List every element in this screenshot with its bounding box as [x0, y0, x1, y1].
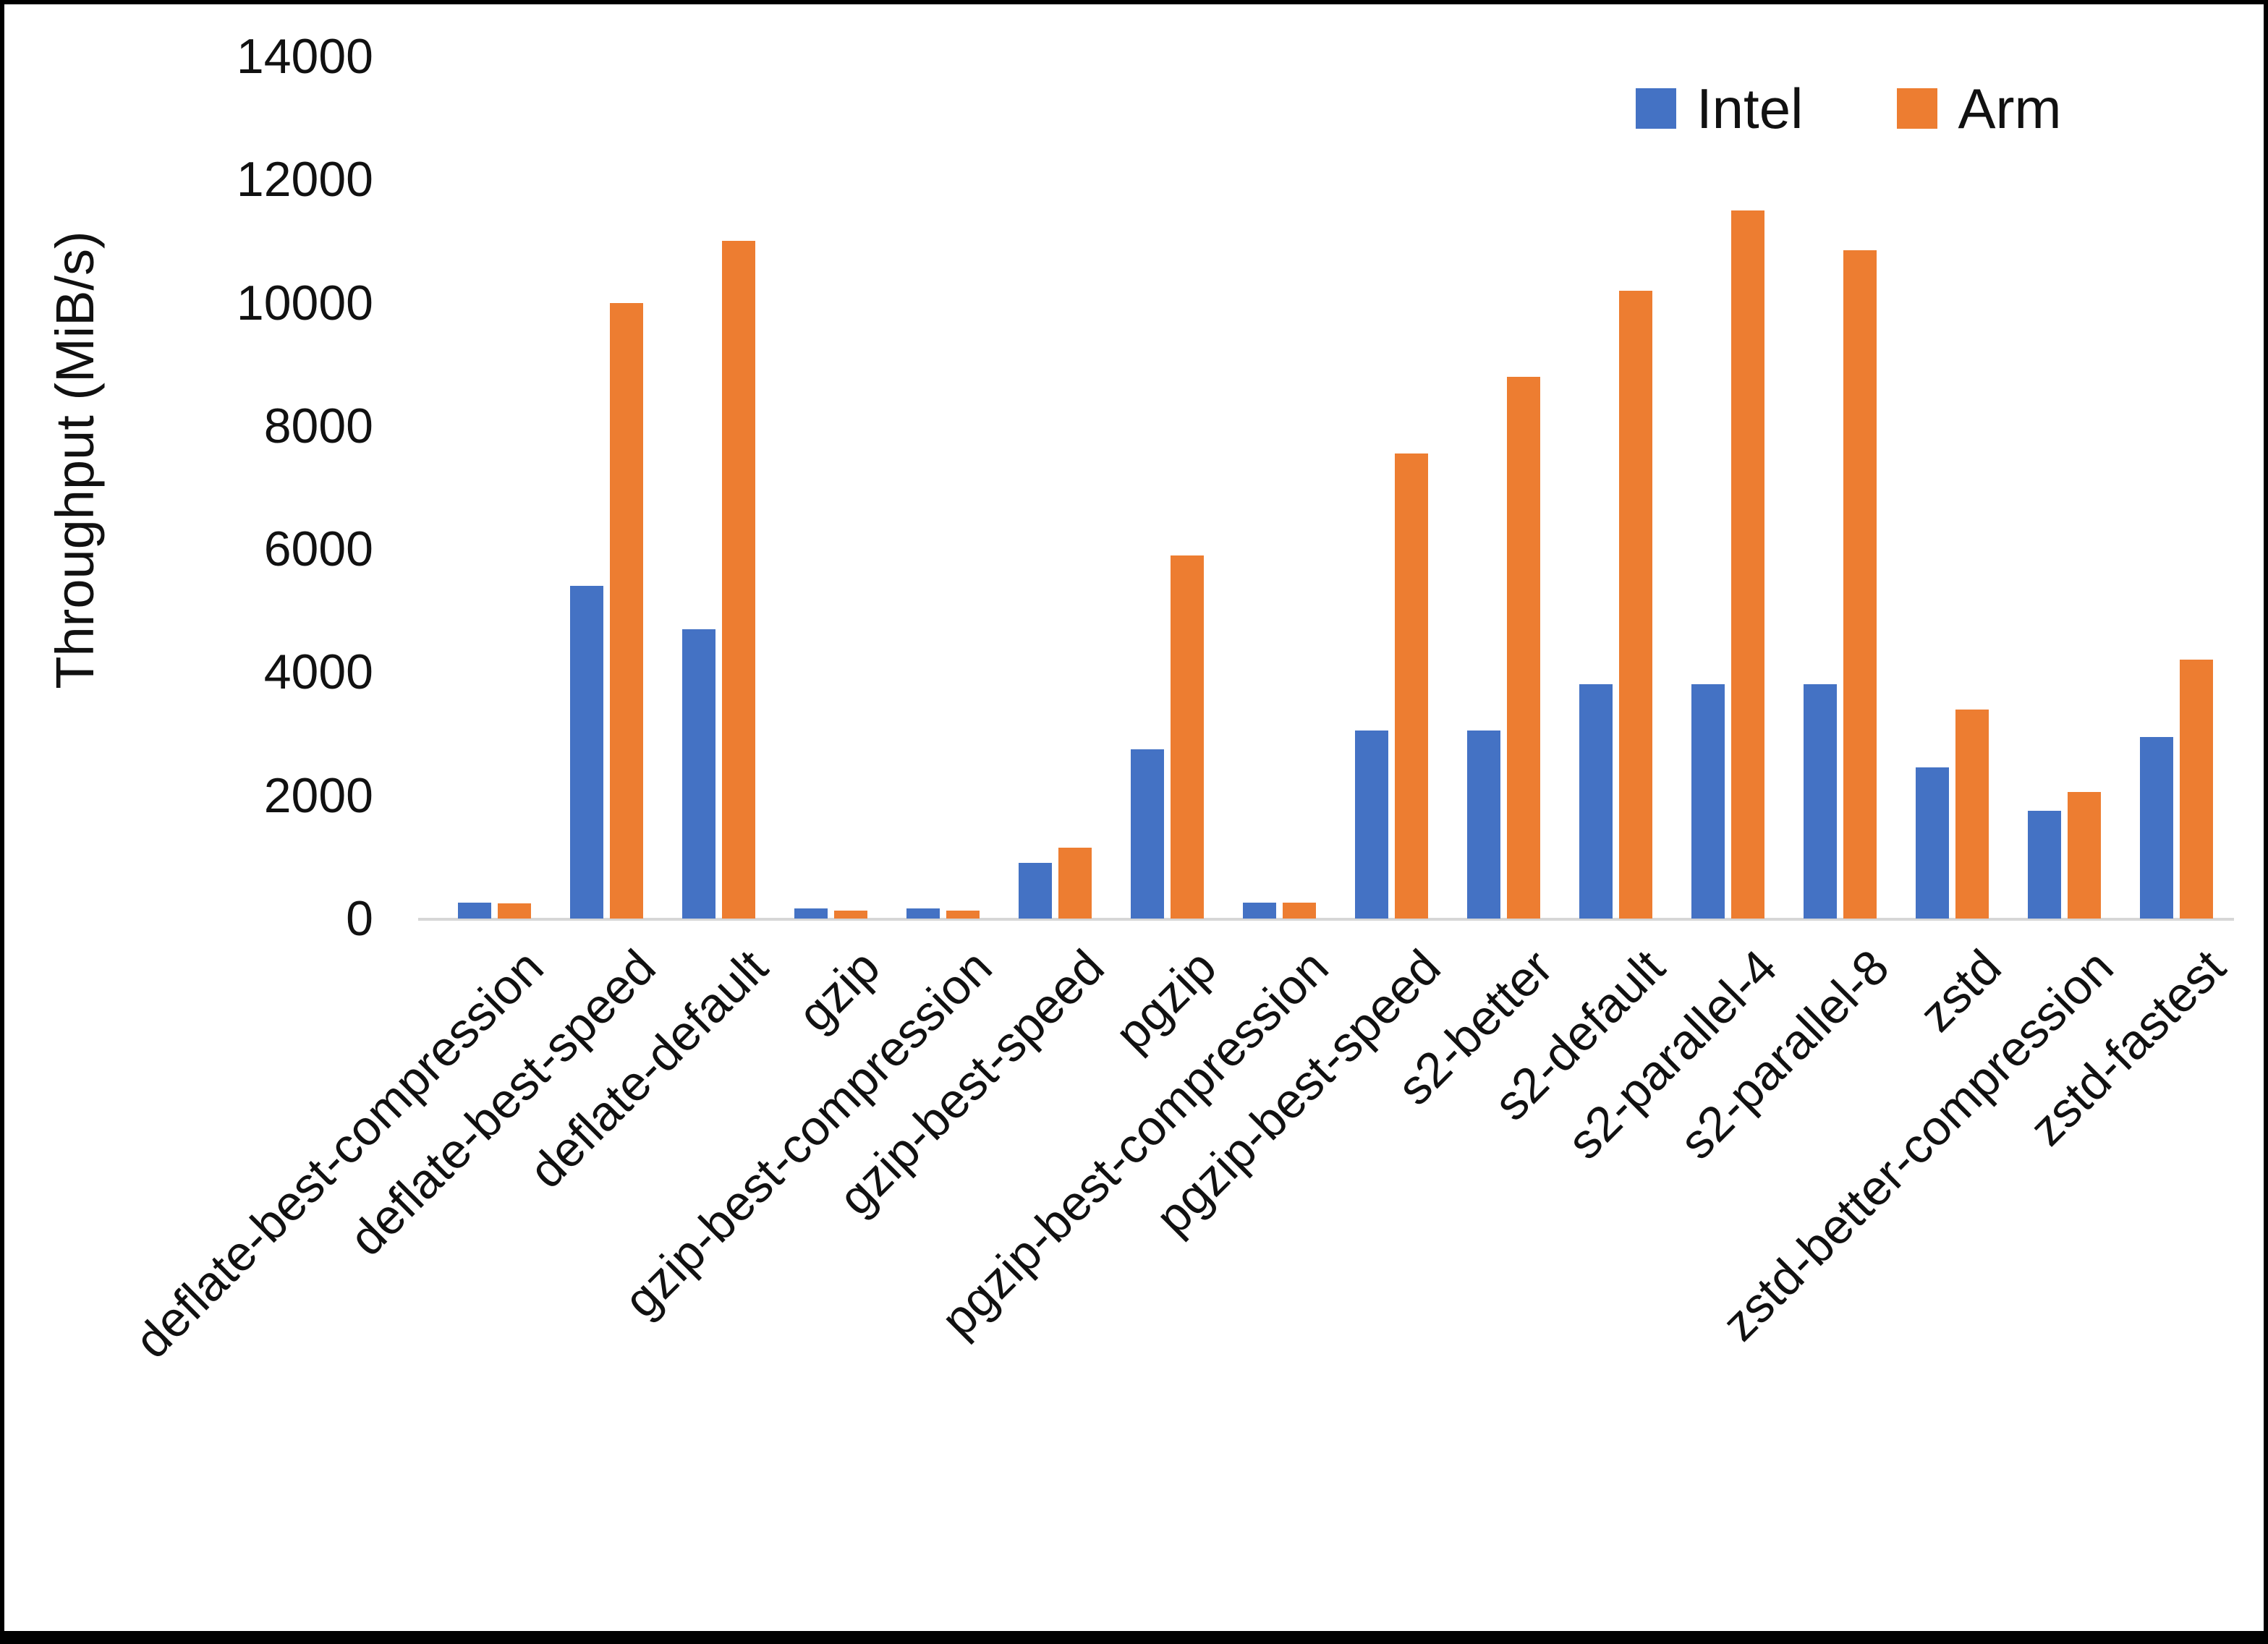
y-tick-label: 14000 — [236, 29, 373, 84]
bar-group — [2120, 56, 2233, 919]
bar-intel — [1355, 731, 1388, 919]
bar-arm — [1395, 453, 1428, 919]
bar-arm — [1171, 555, 1204, 919]
bar-arm — [1843, 250, 1877, 919]
arm-legend-swatch-icon — [1897, 88, 1938, 129]
bar-intel — [1804, 684, 1837, 919]
bar-intel — [458, 902, 491, 919]
bar-intel — [1131, 749, 1164, 919]
legend: Intel Arm — [1636, 80, 2061, 137]
y-axis-tick-labels: 0 2000 4000 6000 8000 10000 12000 14000 — [4, 32, 399, 943]
y-tick-label: 0 — [346, 891, 373, 946]
bar-intel — [794, 908, 828, 919]
bar-group — [1672, 56, 1784, 919]
legend-label-arm: Arm — [1958, 77, 2062, 140]
plot-area — [438, 56, 2233, 919]
bar-intel — [1916, 767, 1949, 919]
bar-intel — [1691, 684, 1725, 919]
legend-item-arm: Arm — [1897, 80, 2061, 137]
bar-group — [1560, 56, 1672, 919]
bar-group — [1335, 56, 1448, 919]
intel-legend-swatch-icon — [1636, 88, 1676, 129]
bar-arm — [610, 302, 643, 919]
bar-group — [1448, 56, 1560, 919]
bar-intel — [1467, 731, 1500, 919]
x-axis-line — [418, 918, 2234, 921]
bar-arm — [1507, 376, 1540, 919]
bar-intel — [1579, 684, 1613, 919]
y-tick-label: 2000 — [263, 767, 373, 823]
bar-arm — [1283, 902, 1316, 919]
x-axis-category-labels: deflate-best-compression deflate-best-spe… — [124, 921, 2236, 1615]
bar-arm — [946, 910, 980, 919]
y-tick-label: 10000 — [236, 275, 373, 331]
bar-group — [1111, 56, 1223, 919]
legend-label-intel: Intel — [1696, 77, 1804, 140]
bar-group — [775, 56, 887, 919]
bar-arm — [498, 903, 531, 919]
bar-group — [551, 56, 663, 919]
bar-intel — [906, 908, 940, 919]
bar-intel — [1019, 863, 1052, 919]
bar-arm — [1731, 210, 1764, 919]
bar-intel — [682, 629, 715, 919]
bar-arm — [2180, 660, 2213, 919]
bar-arm — [722, 241, 755, 919]
y-tick-label: 4000 — [263, 644, 373, 700]
bar-group — [999, 56, 1111, 919]
bar-arm — [1955, 709, 1989, 919]
bar-group — [438, 56, 551, 919]
bar-group — [887, 56, 999, 919]
bar-intel — [1243, 902, 1276, 919]
bar-arm — [2068, 792, 2101, 919]
y-tick-label: 12000 — [236, 152, 373, 208]
bar-group — [2008, 56, 2120, 919]
bar-group — [1896, 56, 2008, 919]
bar-group — [1223, 56, 1335, 919]
y-tick-label: 6000 — [263, 521, 373, 577]
bar-arm — [1058, 848, 1092, 919]
bar-group — [663, 56, 775, 919]
bar-group — [1784, 56, 1896, 919]
bar-series-container — [438, 56, 2233, 919]
bar-intel — [570, 586, 603, 919]
bar-arm — [1619, 290, 1652, 919]
legend-item-intel: Intel — [1636, 80, 1803, 137]
bar-intel — [2140, 736, 2173, 919]
bar-arm — [834, 910, 867, 919]
bar-intel — [2028, 811, 2061, 919]
y-tick-label: 8000 — [263, 398, 373, 453]
